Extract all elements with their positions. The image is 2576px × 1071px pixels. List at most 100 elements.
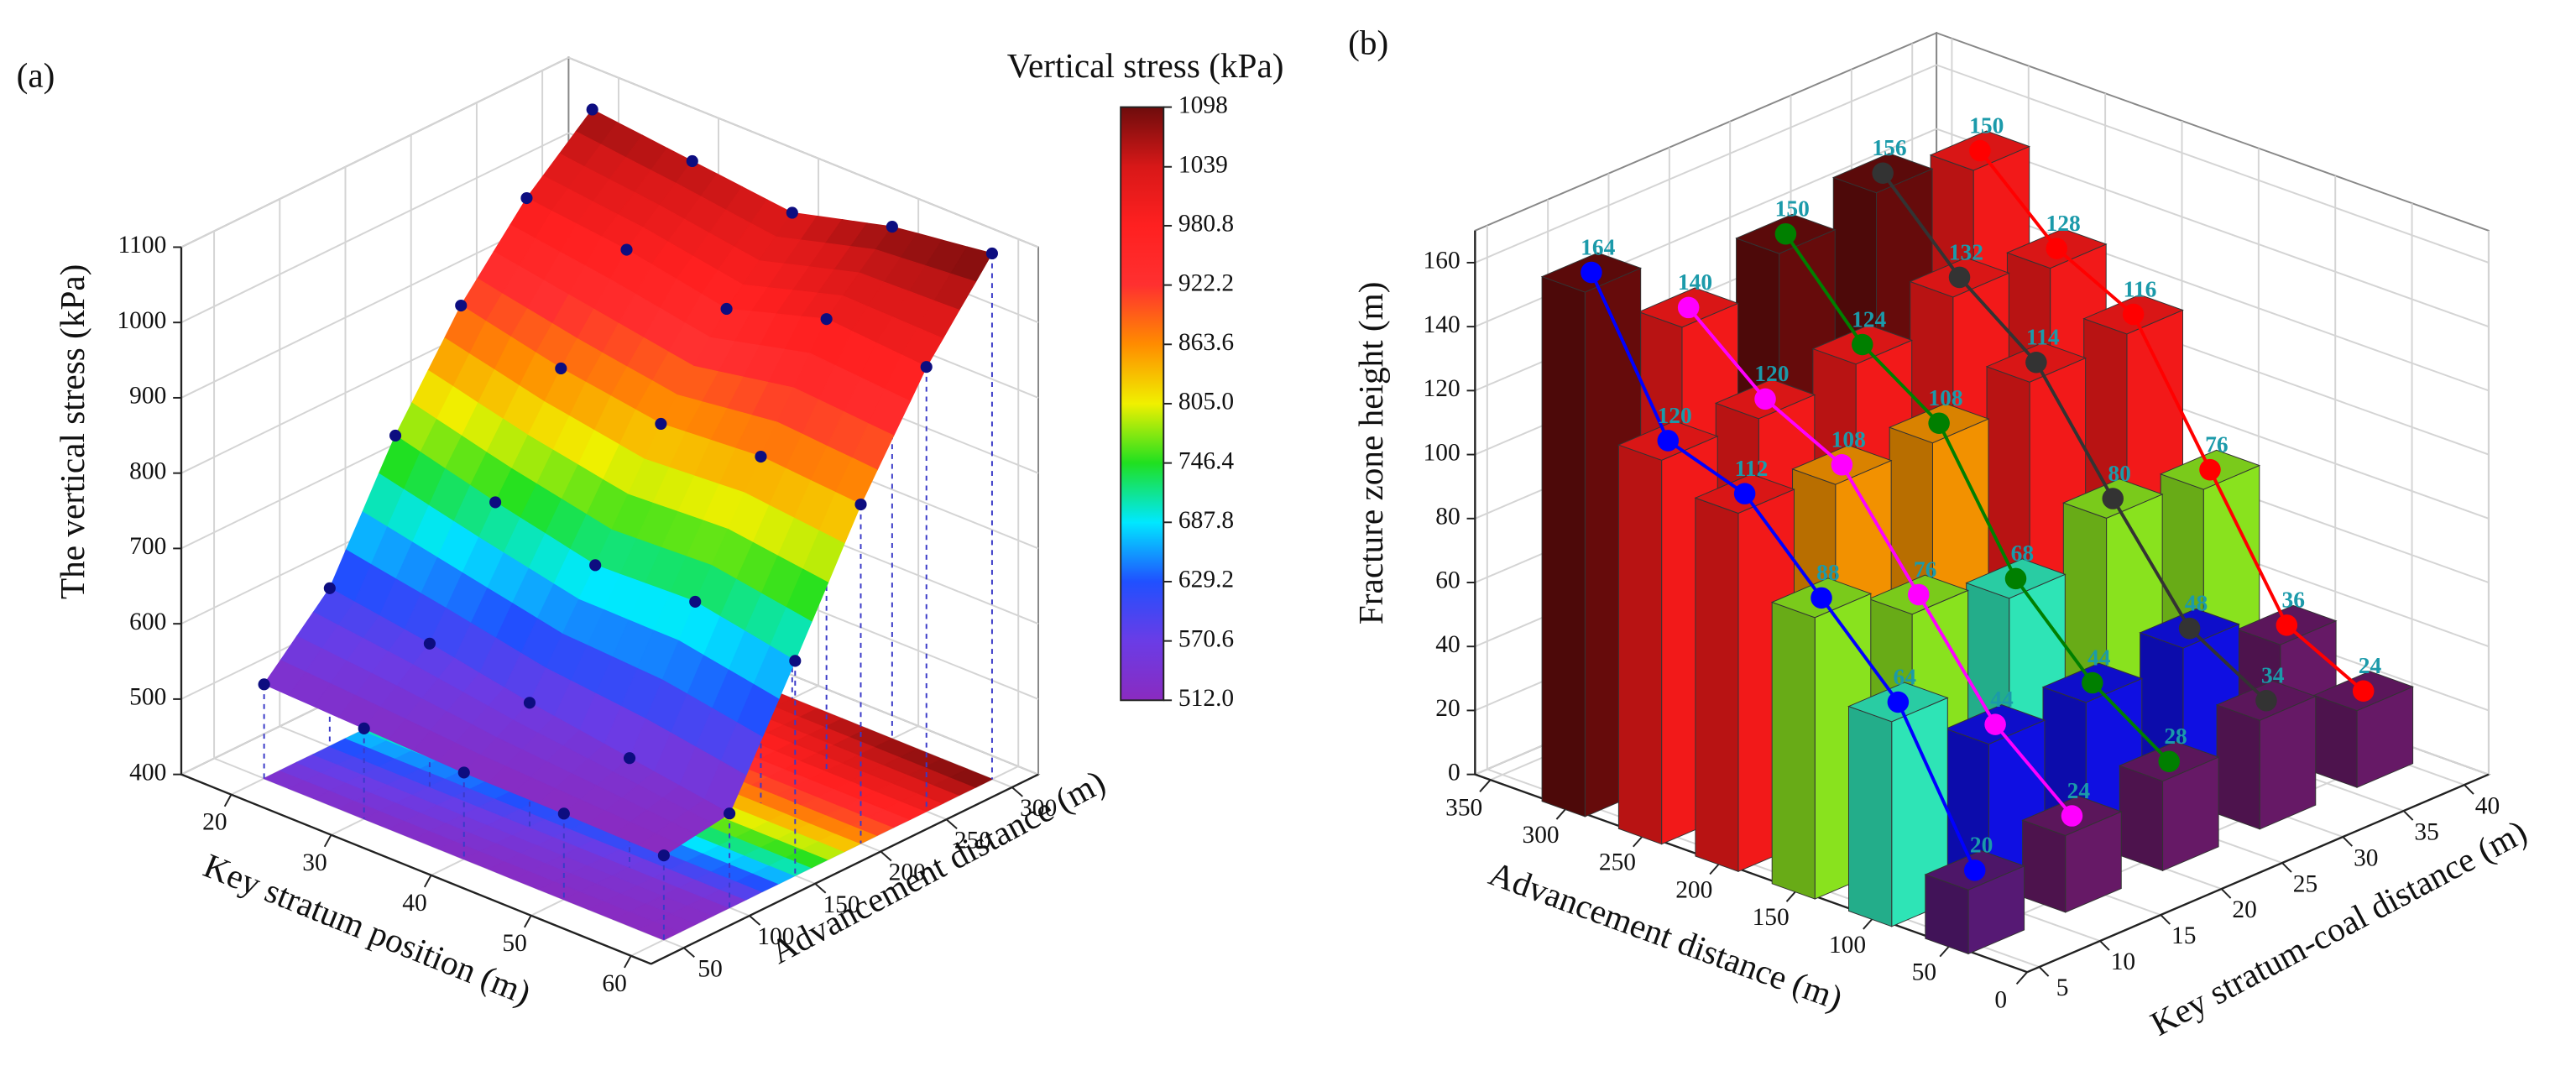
series-point [2352,680,2375,703]
grid-line [180,132,569,324]
series-point [2102,488,2124,509]
x-tick-label: 30 [302,849,327,876]
value-label: 24 [2067,778,2091,803]
grid-line [1474,64,1937,264]
surface-point [789,655,802,667]
colorbar-title: Vertical stress (kPa) [1007,46,1284,86]
series-point [2122,303,2145,326]
surface-point [455,299,468,312]
series-point [2025,351,2047,374]
value-label: 28 [2164,724,2187,749]
x-tick-label: 20 [202,809,227,836]
colorbar-tick-label: 570.6 [1178,625,1234,652]
z-tick-label: 160 [1424,248,1460,274]
value-label: 80 [2108,461,2130,486]
series-line [1590,271,1977,871]
series-point [2158,750,2180,772]
tick-mark [1011,786,1023,797]
value-label: 36 [2281,588,2304,613]
series-point [2276,614,2298,636]
y-tick-label: 35 [2414,818,2438,845]
value-label: 64 [1893,664,1916,689]
surface-point [457,766,470,779]
series-point [2004,567,2027,590]
tick-mark [2099,940,2110,951]
value-label: 124 [1852,306,1886,332]
panel-label: (a) [17,56,55,96]
z-tick-label: 400 [129,759,166,786]
tick-mark [880,850,892,862]
z-tick-label: 60 [1435,567,1460,594]
x-tick-label: 0 [1994,986,2007,1013]
value-label: 68 [2011,541,2034,566]
surface-point [358,722,370,734]
colorbar-tick-label: 980.8 [1178,211,1234,238]
x-tick-label: 50 [502,930,526,957]
y-tick-label: 50 [698,956,722,983]
bar-face [2313,694,2358,788]
tick-mark [423,875,432,888]
colorbar-tick-label: 629.2 [1178,567,1234,593]
surface-point [720,302,733,316]
x-tick-label: 50 [1912,959,1936,986]
y-tick-label: 100 [757,923,794,950]
colorbar-tick-label: 805.0 [1178,389,1234,415]
value-label: 132 [1949,239,1983,264]
z-tick-label: 600 [129,609,166,635]
colorbar-tick-label: 1039 [1178,152,1228,179]
axis-line [2026,773,2490,974]
tick-mark [2038,966,2050,977]
z-tick-label: 0 [1448,759,1460,786]
colorbar-tick-label: 687.8 [1178,507,1234,534]
series-point [2082,671,2103,694]
x-tick-label: 350 [1445,794,1482,821]
surface-point [886,221,898,233]
y-tick-label: 30 [2354,844,2378,871]
value-label: 44 [2087,645,2111,670]
tick-mark [2220,888,2232,899]
colorbar-tick-label: 863.6 [1178,329,1234,356]
x-tick-label: 40 [402,890,426,917]
value-label: 164 [1581,234,1615,259]
x-tick-label: 200 [1675,876,1712,903]
tick-mark [2160,914,2171,925]
bar [1924,850,2025,955]
tick-mark [524,915,532,928]
surface-point [557,807,570,820]
bar-face [1541,275,1586,818]
value-label: 120 [1754,361,1789,386]
y-tick-label: 250 [954,827,991,854]
colorbar-tick-label: 922.2 [1178,269,1234,296]
value-label: 108 [1831,427,1866,452]
z-tick-label: 80 [1435,504,1460,530]
value-label: 88 [1816,560,1839,585]
x-tick-label: 150 [1753,904,1790,931]
value-label: 150 [1775,196,1810,222]
colorbar [1120,106,1165,702]
y-tick-label: 25 [2293,870,2317,897]
tick-mark [223,794,233,807]
surface-point [555,362,567,375]
value-label: 76 [1914,556,1936,582]
x-tick-label: 100 [1829,932,1866,959]
surface-point [258,678,270,691]
surface-point [985,247,998,260]
axis-line [180,773,652,965]
value-label: 34 [2261,663,2285,688]
z-tick-label: 20 [1435,695,1460,722]
series-point [1677,296,1700,319]
surface-point [655,417,667,431]
value-label: 140 [1678,269,1712,295]
bar-face [1848,705,1893,927]
surface-point [323,582,336,594]
bar [1540,252,1643,818]
value-label: 128 [2046,211,2081,236]
surface-point [523,697,536,709]
bar [2021,796,2123,913]
z-tick-label: 1100 [118,232,167,259]
z-tick-label: 140 [1424,311,1460,338]
colorbar-tick-label: 512.0 [1178,685,1234,712]
series-point [1831,454,1853,476]
value-label: 24 [2359,653,2382,678]
y-tick-label: 10 [2111,948,2135,975]
